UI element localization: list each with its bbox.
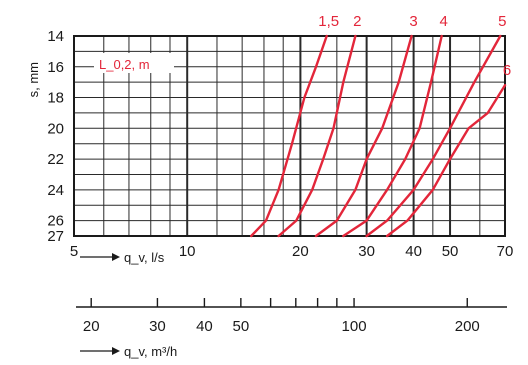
y-tick-label: 18 xyxy=(47,90,64,107)
curve-layer: 1,5 2 3 4 5 6 xyxy=(250,13,511,238)
secondary-tick-label: 30 xyxy=(149,318,166,335)
series-label: 5 xyxy=(498,13,506,30)
series-line xyxy=(277,34,357,238)
x-tick-label: 40 xyxy=(405,243,422,260)
x-tick-label: 70 xyxy=(497,243,514,260)
secondary-tick-label: 20 xyxy=(83,318,100,335)
y-tick-label: 27 xyxy=(47,228,64,245)
y-tick-label: 20 xyxy=(47,120,64,137)
legend-label-background xyxy=(94,53,174,73)
y-tick-label: 22 xyxy=(47,151,64,168)
plot-frame xyxy=(73,35,506,237)
series-label: 4 xyxy=(439,13,447,30)
series-line xyxy=(314,34,413,238)
secondary-tick-label: 40 xyxy=(196,318,213,335)
series-line xyxy=(385,84,507,238)
y-tick-label: 16 xyxy=(47,59,64,76)
y-tick-label: 24 xyxy=(47,182,64,199)
y-tick-label: 14 xyxy=(47,28,64,45)
secondary-axis-arrow xyxy=(80,347,120,355)
legend-label: L_0,2, m xyxy=(99,57,150,72)
secondary-axis-title: q_v, m³/h xyxy=(124,344,177,359)
secondary-tick-label: 200 xyxy=(455,318,480,335)
series-label: 2 xyxy=(353,13,361,30)
grid-layer xyxy=(73,35,506,237)
x-tick-labels: 5 10 20 30 40 50 70 xyxy=(70,243,514,260)
series-line xyxy=(342,34,443,238)
x-tick-label: 5 xyxy=(70,243,78,260)
series-line xyxy=(250,34,328,238)
series-label: 6 xyxy=(503,62,511,79)
series-label: 1,5 xyxy=(318,13,339,30)
secondary-tick-label: 100 xyxy=(342,318,367,335)
x-tick-label: 30 xyxy=(358,243,375,260)
x-tick-label: 20 xyxy=(292,243,309,260)
series-line xyxy=(365,34,502,238)
x-axis-title: q_v, l/s xyxy=(124,250,165,265)
x-tick-label: 10 xyxy=(179,243,196,260)
series-label: 3 xyxy=(409,13,417,30)
x-tick-label: 50 xyxy=(442,243,459,260)
y-tick-label: 26 xyxy=(47,213,64,230)
x-axis-arrow xyxy=(80,253,120,261)
y-axis-title: s, mm xyxy=(26,62,41,97)
secondary-axis-ticks: 20 30 40 50 100 200 xyxy=(83,298,480,335)
secondary-tick-label: 50 xyxy=(233,318,250,335)
